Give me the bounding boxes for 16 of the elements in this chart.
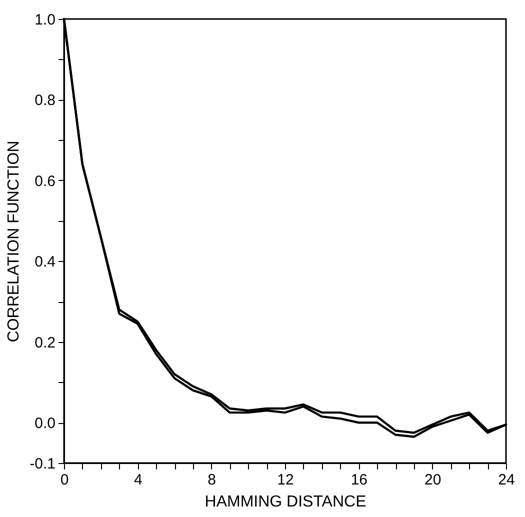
y-tick-label: 1.0: [34, 12, 56, 28]
x-tick-label: 16: [350, 472, 368, 488]
x-tick-label: 12: [277, 472, 294, 488]
x-tick-label: 24: [498, 472, 515, 488]
y-tick-label: 0.0: [34, 415, 56, 432]
y-tick-label: 0.2: [34, 334, 56, 352]
y-tick-label: 0.4: [34, 254, 56, 271]
y-tick-label: 0.8: [34, 92, 56, 110]
y-tick-label: -0.1: [30, 456, 56, 472]
x-axis-title: HAMMING DISTANCE: [204, 494, 366, 510]
y-axis-title: CORRELATION FUNCTION: [6, 140, 23, 342]
x-tick-label: 8: [208, 472, 216, 488]
y-tick-label: 0.6: [34, 172, 56, 190]
x-tick-label: 0: [60, 472, 69, 488]
x-tick-label: 20: [424, 472, 442, 488]
x-tick-label: 4: [134, 472, 142, 488]
